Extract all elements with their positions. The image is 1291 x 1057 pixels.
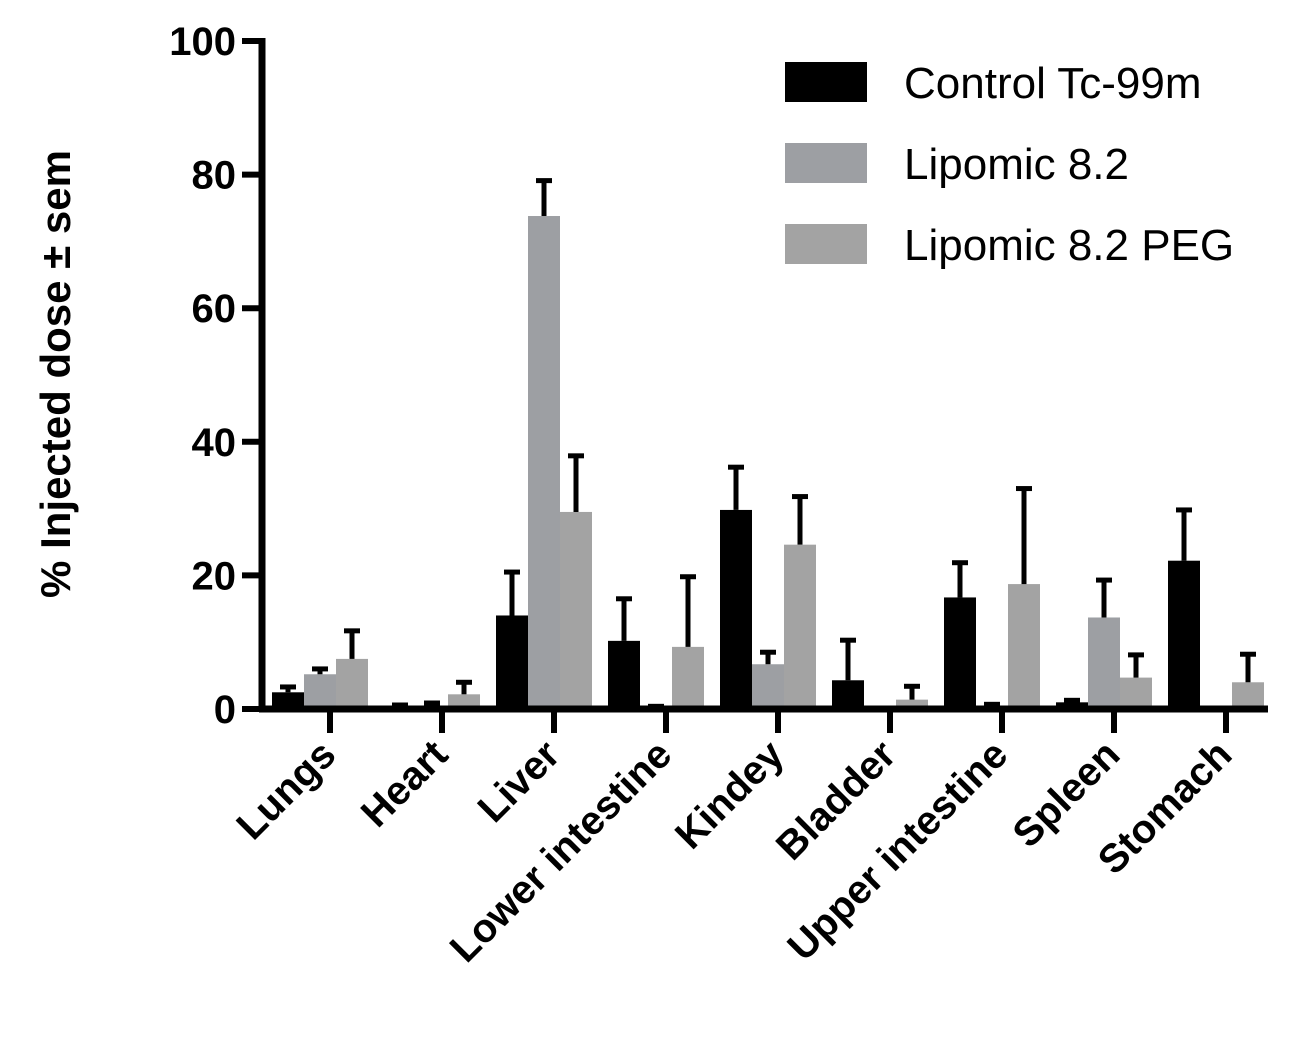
legend-label: Lipomic 8.2 [904, 140, 1129, 189]
bar-control-tc-99m-lower-intestine [608, 640, 640, 709]
bar-lipomic-8-2-peg-spleen [1120, 677, 1152, 709]
y-tick-label: 60 [192, 287, 237, 331]
bar-control-tc-99m-lungs [272, 692, 304, 709]
bar-control-tc-99m-stomach [1168, 560, 1200, 709]
x-tick-label: Lungs [228, 732, 344, 848]
x-tick-label: Heart [353, 732, 456, 835]
bar-lipomic-8-2-peg-upper-intestine [1008, 584, 1040, 709]
bar-control-tc-99m-liver [496, 615, 528, 709]
bar-lipomic-8-2-kindey [752, 664, 784, 709]
bar-lipomic-8-2-peg-lungs [336, 658, 368, 709]
legend-swatch [785, 143, 867, 183]
bar-lipomic-8-2-peg-kindey [784, 544, 816, 709]
bar-lipomic-8-2-lungs [304, 674, 336, 709]
bars [272, 178, 1264, 710]
legend-label: Control Tc-99m [904, 59, 1202, 108]
legend-swatch [785, 62, 867, 102]
x-tick-label: Liver [470, 732, 569, 831]
y-axis-title: % Injected dose ± sem [32, 150, 79, 598]
y-tick-label: 80 [192, 154, 237, 198]
bar-control-tc-99m-upper-intestine [944, 597, 976, 709]
legend-swatch [785, 224, 867, 264]
bar-lipomic-8-2-spleen [1088, 617, 1120, 709]
y-tick-label: 20 [192, 554, 237, 598]
legend-label: Lipomic 8.2 PEG [904, 221, 1234, 270]
bar-lipomic-8-2-peg-stomach [1232, 682, 1264, 709]
bar-lipomic-8-2-peg-liver [560, 511, 592, 709]
bar-control-tc-99m-kindey [720, 509, 752, 709]
legend: Control Tc-99m Lipomic 8.2 Lipomic 8.2 PEG [785, 59, 1234, 270]
y-tick-label: 40 [192, 421, 237, 465]
y-tick-label: 0 [214, 688, 236, 732]
bar-lipomic-8-2-peg-heart [448, 694, 480, 709]
y-tick-label: 100 [169, 20, 236, 64]
y-axis: 0 20 40 60 80 100 [169, 20, 266, 732]
bar-lipomic-8-2-peg-bladder [896, 699, 928, 709]
bar-lipomic-8-2-liver [528, 216, 560, 710]
bar-control-tc-99m-bladder [832, 680, 864, 709]
bar-lipomic-8-2-peg-lower-intestine [672, 646, 704, 709]
